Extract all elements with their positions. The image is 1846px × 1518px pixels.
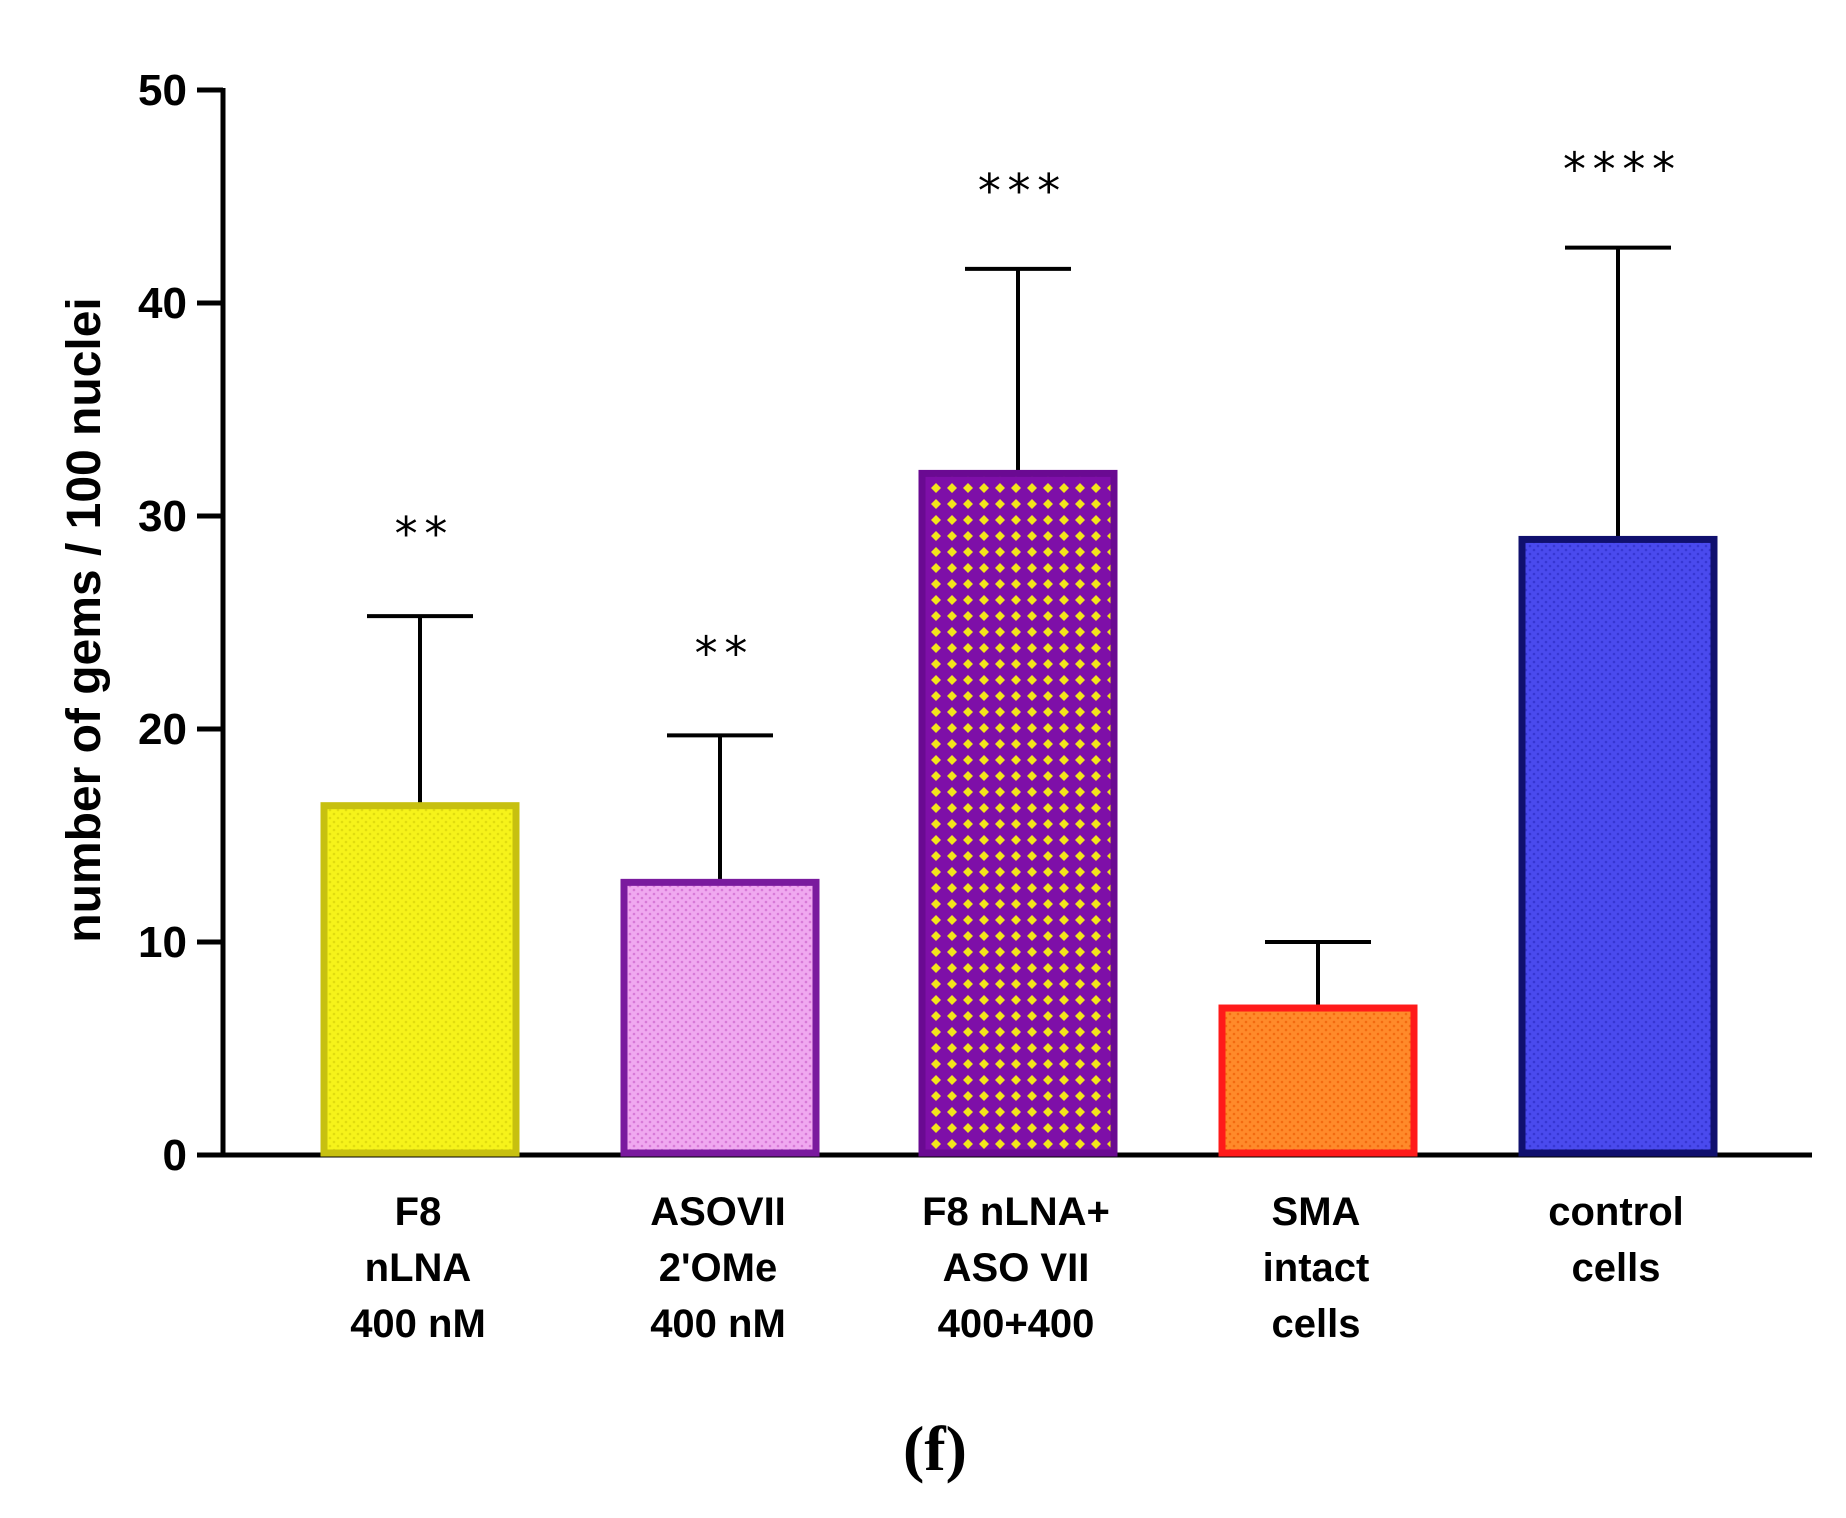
bar	[918, 469, 1118, 1157]
y-tick-label: 0	[163, 1131, 187, 1180]
y-tick-label: 40	[138, 279, 187, 328]
x-category-label: F8 nLNA+ ASO VII 400+400	[922, 1190, 1110, 1346]
significance-label: ***	[975, 164, 1064, 218]
bar	[1518, 535, 1718, 1157]
bar	[620, 878, 820, 1157]
x-category-label: ASOVII 2'OMe 400 nM	[650, 1190, 786, 1346]
panel-label: (f)	[903, 1413, 967, 1484]
y-tick-label: 30	[138, 492, 187, 541]
y-tick-label: 50	[138, 66, 187, 115]
x-category-label: SMA intact cells	[1263, 1190, 1370, 1346]
bar	[320, 802, 520, 1157]
significance-label: ****	[1561, 143, 1680, 197]
significance-label: **	[692, 626, 751, 680]
y-tick-label: 20	[138, 705, 187, 754]
y-tick-label: 10	[138, 918, 187, 967]
bar	[1218, 1004, 1418, 1157]
significance-label: **	[392, 507, 451, 561]
y-axis-title: number of gems / 100 nuclei	[58, 297, 111, 943]
x-category-label: control cells	[1548, 1190, 1684, 1290]
x-category-label: F8 nLNA 400 nM	[350, 1190, 486, 1346]
